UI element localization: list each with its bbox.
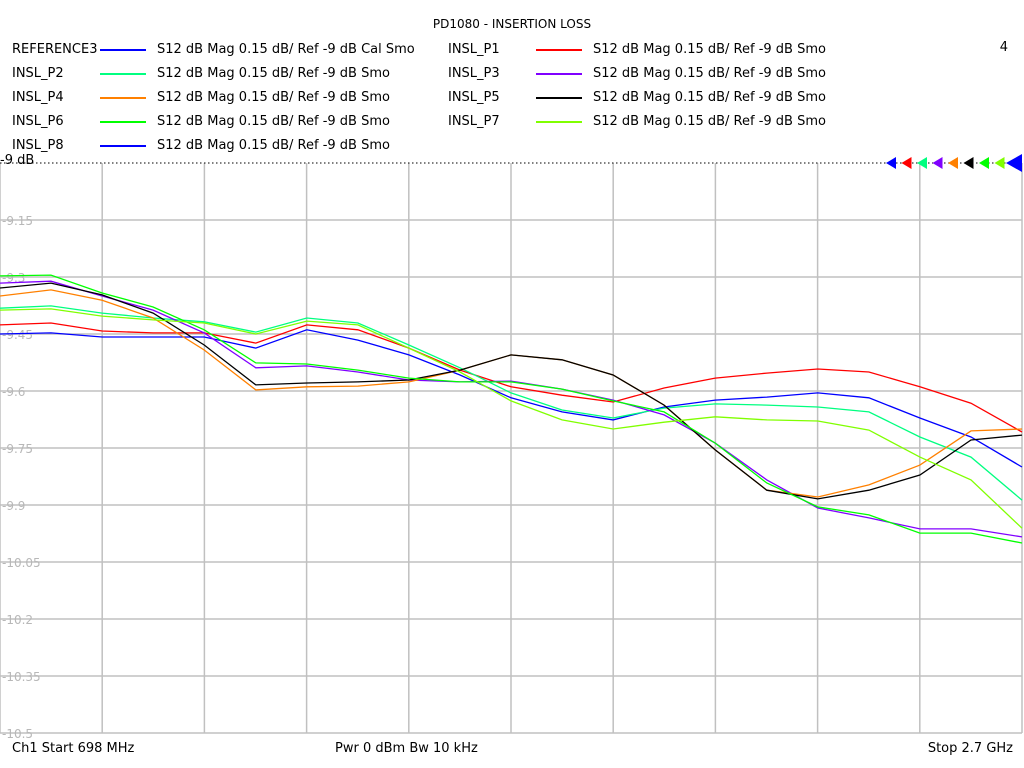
y-tick-label: -10.35 — [2, 670, 41, 684]
trace-description: S12 dB Mag 0.15 dB/ Ref -9 dB Smo — [593, 90, 826, 105]
reference-marker-icon[interactable] — [1006, 154, 1022, 172]
y-tick-label: -9.75 — [2, 442, 33, 456]
reference-marker-icon[interactable] — [932, 157, 943, 169]
y-tick-label: -10.5 — [2, 727, 33, 741]
legend-entry[interactable]: REFERENCE3 S12 dB Mag 0.15 dB/ Ref -9 dB … — [12, 40, 432, 60]
footer-start: Ch1 Start 698 MHz — [12, 741, 135, 756]
trace-color-swatch — [100, 145, 146, 147]
trace-color-swatch — [536, 73, 582, 75]
trace-name: INSL_P5 — [448, 90, 500, 105]
footer-stop: Stop 2.7 GHz — [927, 741, 1013, 756]
y-tick-label: -9.6 — [2, 385, 25, 399]
reference-marker-icon[interactable] — [948, 157, 958, 169]
trace-description: S12 dB Mag 0.15 dB/ Ref -9 dB Smo — [157, 66, 390, 81]
trace-description: S12 dB Mag 0.15 dB/ Ref -9 dB Smo — [157, 90, 390, 105]
trace-color-swatch — [100, 97, 146, 99]
legend-entry[interactable]: INSL_P4 S12 dB Mag 0.15 dB/ Ref -9 dB Smo — [12, 88, 432, 108]
legend-entry[interactable]: INSL_P8 S12 dB Mag 0.15 dB/ Ref -9 dB Smo — [12, 136, 432, 156]
trace-description: S12 dB Mag 0.15 dB/ Ref -9 dB Smo — [157, 138, 390, 153]
trace-insl-p2 — [0, 305, 1023, 501]
trace-name: INSL_P7 — [448, 114, 500, 129]
y-tick-label: -9.3 — [2, 271, 25, 285]
trace-name: INSL_P4 — [12, 90, 64, 105]
y-tick-label: -9.15 — [2, 214, 33, 228]
trace-description: S12 dB Mag 0.15 dB/ Ref -9 dB Smo — [593, 66, 826, 81]
trace-name: INSL_P1 — [448, 42, 500, 57]
channel-number: 4 — [999, 40, 1008, 55]
trace-name: INSL_P8 — [12, 138, 64, 153]
legend-entry[interactable]: INSL_P2 S12 dB Mag 0.15 dB/ Ref -9 dB Smo — [12, 64, 432, 84]
trace-name: REFERENCE3 — [12, 42, 98, 57]
trace-insl-p1 — [0, 322, 1023, 433]
chart-title: PD1080 - INSERTION LOSS — [432, 17, 592, 31]
trace-description: S12 dB Mag 0.15 dB/ Ref -9 dB Smo — [593, 114, 826, 129]
trace-insl-p3 — [0, 280, 1023, 538]
y-tick-label: -9.45 — [2, 328, 33, 342]
trace-color-swatch — [536, 97, 582, 99]
reference-marker-icon[interactable] — [901, 157, 912, 169]
legend-entry[interactable]: INSL_P6 S12 dB Mag 0.15 dB/ Ref -9 dB Smo — [12, 112, 432, 132]
trace-description: S12 dB Mag 0.15 dB/ Ref -9 dB Cal Smo — [157, 42, 415, 57]
y-tick-label: -9.9 — [2, 499, 25, 513]
reference-level-label: -9 dB — [0, 153, 35, 168]
trace-description: S12 dB Mag 0.15 dB/ Ref -9 dB Smo — [157, 114, 390, 129]
trace-insl-p6 — [0, 274, 1023, 544]
reference-marker-icon[interactable] — [886, 157, 896, 169]
reference-marker-icon[interactable] — [994, 157, 1005, 169]
legend-entry[interactable]: INSL_P7 S12 dB Mag 0.15 dB/ Ref -9 dB Smo — [448, 112, 868, 132]
trace-name: INSL_P3 — [448, 66, 500, 81]
trace-color-swatch — [536, 121, 582, 123]
trace-color-swatch — [536, 49, 582, 51]
y-tick-label: -10.2 — [2, 613, 33, 627]
trace-color-swatch — [100, 49, 146, 51]
trace-insl-p5 — [0, 282, 1023, 500]
legend-entry[interactable]: INSL_P1 S12 dB Mag 0.15 dB/ Ref -9 dB Smo — [448, 40, 868, 60]
trace-name: INSL_P2 — [12, 66, 64, 81]
trace-insl-p7 — [0, 308, 1023, 529]
reference-marker-icon[interactable] — [963, 157, 974, 169]
y-tick-label: -10.05 — [2, 556, 41, 570]
legend-entry[interactable]: INSL_P5 S12 dB Mag 0.15 dB/ Ref -9 dB Smo — [448, 88, 868, 108]
footer-power-bandwidth: Pwr 0 dBm Bw 10 kHz — [335, 741, 478, 756]
trace-insl-p8 — [0, 329, 1023, 468]
reference-marker-icon[interactable] — [917, 157, 927, 169]
legend-entry[interactable]: INSL_P3 S12 dB Mag 0.15 dB/ Ref -9 dB Smo — [448, 64, 868, 84]
trace-description: S12 dB Mag 0.15 dB/ Ref -9 dB Smo — [593, 42, 826, 57]
trace-color-swatch — [100, 121, 146, 123]
trace-name: INSL_P6 — [12, 114, 64, 129]
reference-marker-icon[interactable] — [979, 157, 989, 169]
trace-color-swatch — [100, 73, 146, 75]
